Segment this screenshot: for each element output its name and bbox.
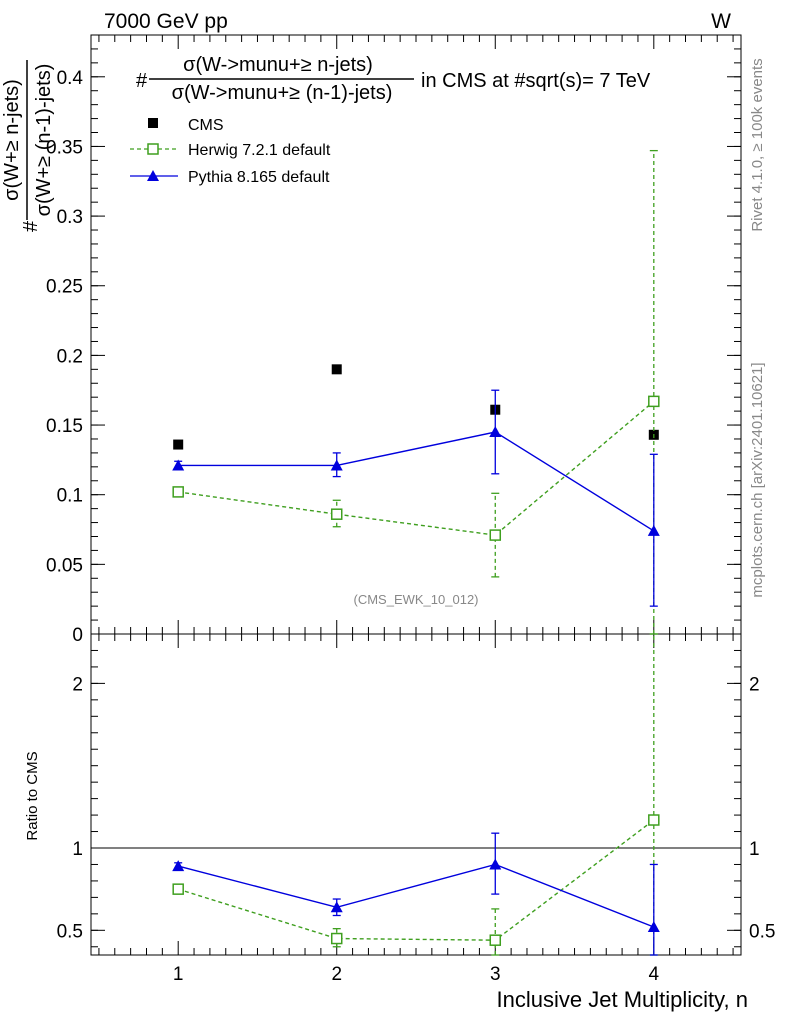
main-cms-point — [331, 364, 342, 375]
main-herwig-point — [648, 395, 660, 408]
ratio-herwig-line — [177, 819, 655, 941]
ratio-ytick-label-right: 1 — [749, 839, 760, 860]
ratio-ytick-label: 0.5 — [57, 921, 83, 942]
main-pythia-point — [489, 426, 502, 438]
legend-cms-marker — [148, 118, 158, 128]
process-label: W — [711, 10, 731, 33]
title-prefix: # — [136, 70, 148, 92]
mcplots-label: mcplots.cern.ch [arXiv:2401.10621] — [749, 362, 766, 597]
ratio-pythia-point — [647, 921, 660, 933]
ratio-pythia-point — [489, 858, 502, 870]
legend: CMS Herwig 7.2.1 default Pythia 8.165 de… — [130, 117, 331, 186]
analysis-label: (CMS_EWK_10_012) — [354, 592, 479, 607]
legend-pythia-marker — [147, 170, 159, 181]
main-ytick-label: 0.2 — [57, 346, 83, 367]
main-ytick-label: 0.05 — [46, 555, 83, 576]
main-pythia-point — [172, 459, 185, 471]
main-herwig-point — [172, 486, 184, 498]
ratio-ytick-label-right: 2 — [749, 674, 760, 695]
legend-herwig-marker — [147, 143, 159, 155]
ratio-herwig-point — [648, 814, 660, 826]
ratio-herwig-point — [489, 934, 502, 946]
title-numerator: σ(W->munu+≥ n-jets) — [183, 54, 373, 76]
main-herwig-point — [330, 508, 343, 520]
main-pythia-point — [330, 459, 343, 471]
main-ytick-label: 0.25 — [46, 277, 83, 298]
title-denominator: σ(W->munu+≥ (n-1)-jets) — [172, 82, 393, 104]
legend-pythia-label: Pythia 8.165 default — [188, 169, 330, 186]
main-ylabel: # σ(W+≥ n-jets) σ(W+≥ (n-1)-jets) — [1, 60, 55, 232]
ratio-pythia-point — [172, 860, 185, 872]
main-panel: 0 0.05 0.1 0.15 0.2 0.25 0.3 0.35 0.4 — [46, 34, 742, 646]
ratio-pythia-point — [330, 901, 343, 913]
legend-cms-label: CMS — [188, 117, 224, 134]
data-marks — [172, 149, 660, 956]
ratio-xtick-label: 3 — [490, 964, 501, 985]
ratio-xtick-label: 1 — [173, 964, 184, 985]
ratio-ytick-label: 2 — [72, 674, 83, 695]
energy-label: 7000 GeV pp — [104, 10, 228, 33]
main-herwig-line — [178, 400, 655, 536]
main-ytick-label: 0.1 — [57, 486, 83, 507]
main-ytick-label: 0.3 — [57, 207, 83, 228]
rivet-label: Rivet 4.1.0, ≥ 100k events — [749, 58, 766, 231]
legend-herwig-label: Herwig 7.2.1 default — [188, 142, 331, 159]
main-ytick-label: 0 — [72, 625, 83, 646]
ratio-ylabel: Ratio to CMS — [24, 751, 41, 840]
ratio-herwig-point — [172, 883, 184, 895]
ratio-frame — [90, 633, 742, 956]
main-pythia-point — [647, 524, 660, 536]
ratio-ytick-label-right: 0.5 — [749, 921, 775, 942]
main-ytick-label: 0.15 — [46, 416, 83, 437]
main-ytick-label: 0.35 — [46, 137, 83, 158]
main-ylabel-denominator: σ(W+≥ (n-1)-jets) — [33, 64, 55, 217]
ratio-xtick-label: 4 — [649, 964, 660, 985]
title-suffix: in CMS at #sqrt(s)= 7 TeV — [421, 70, 651, 92]
ratio-ytick-label: 1 — [72, 839, 83, 860]
ratio-herwig-point — [330, 932, 343, 945]
main-ylabel-numerator: σ(W+≥ n-jets) — [1, 79, 23, 201]
main-herwig-point — [489, 529, 502, 541]
ratio-panel: 1 2 3 4 0.5 0.5 1 1 2 2 — [57, 633, 775, 985]
ratio-xtick-label: 2 — [331, 964, 342, 985]
main-cms-point — [173, 439, 184, 450]
x-axis-label: Inclusive Jet Multiplicity, n — [497, 987, 748, 1012]
ratio-pythia-line — [178, 863, 655, 928]
main-ytick-label: 0.4 — [57, 68, 84, 89]
main-ylabel-prefix: # — [20, 220, 42, 232]
main-pythia-line — [178, 431, 655, 532]
